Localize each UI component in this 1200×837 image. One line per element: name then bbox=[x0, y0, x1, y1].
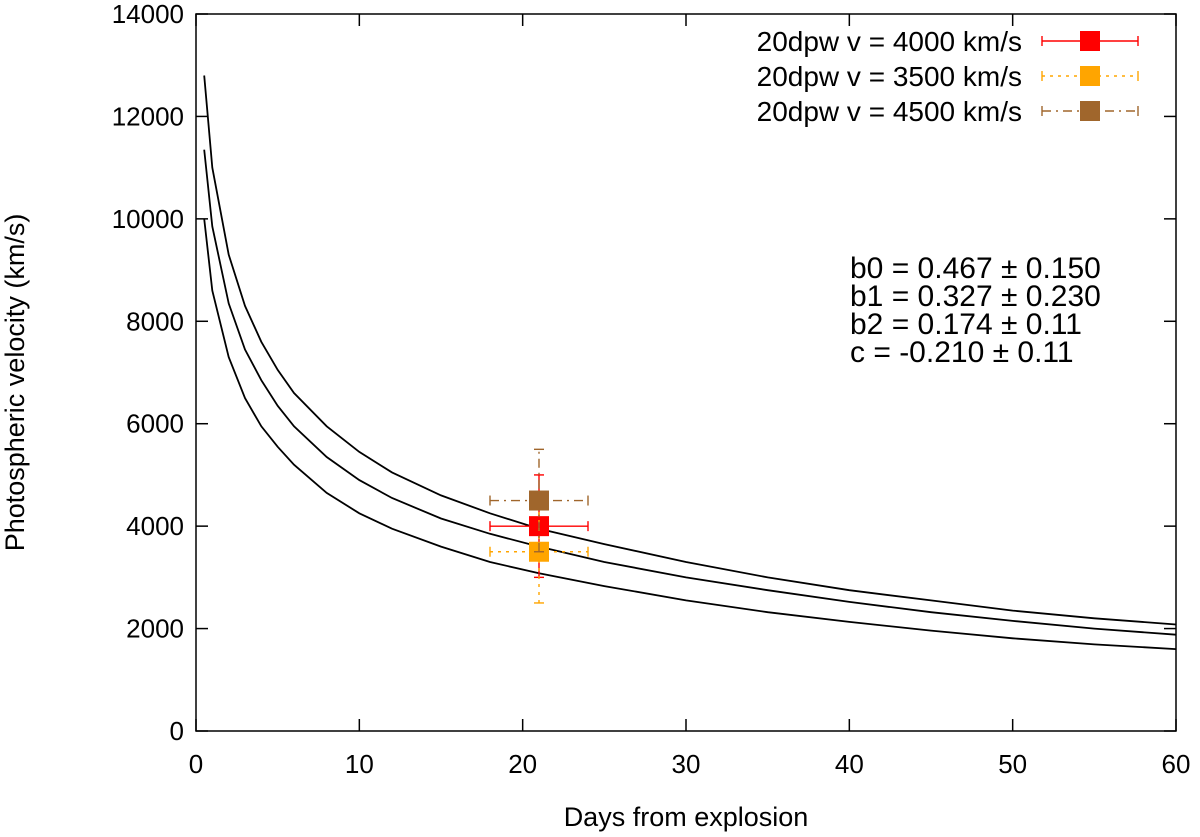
legend-marker bbox=[1080, 101, 1100, 121]
x-axis-label: Days from explosion bbox=[564, 802, 809, 832]
model-curve-2 bbox=[203, 149, 1177, 636]
plot-frame bbox=[195, 13, 1177, 732]
x-tick-label: 30 bbox=[672, 749, 701, 779]
fit-parameter-b0: b0 = 0.467 ± 0.150 bbox=[850, 252, 1101, 285]
legend-label: 20dpw v = 3500 km/s bbox=[757, 61, 1022, 92]
y-tick-label: 10000 bbox=[112, 204, 184, 234]
legend-label: 20dpw v = 4000 km/s bbox=[757, 26, 1022, 57]
legend-marker bbox=[1080, 66, 1100, 86]
x-tick-label: 50 bbox=[998, 749, 1027, 779]
legend-entry-2: 20dpw v = 3500 km/s bbox=[757, 61, 1139, 92]
fit-parameter-c: c = -0.210 ± 0.11 bbox=[850, 336, 1074, 369]
y-tick-label: 2000 bbox=[126, 614, 184, 644]
axis-ticks bbox=[195, 13, 1177, 732]
y-axis-label: Photospheric velocity (km/s) bbox=[0, 214, 30, 552]
x-tick-label: 10 bbox=[345, 749, 374, 779]
legend: 20dpw v = 4000 km/s 20dpw v = 3500 km/s 20… bbox=[757, 26, 1139, 127]
y-tick-label: 8000 bbox=[126, 306, 184, 336]
data-marker bbox=[529, 490, 549, 511]
x-tick-label: 60 bbox=[1162, 749, 1191, 779]
y-tick-label: 12000 bbox=[112, 101, 184, 131]
x-tick-label: 20 bbox=[508, 749, 537, 779]
fit-parameter-b1: b1 = 0.327 ± 0.230 bbox=[850, 280, 1101, 313]
y-tick-label: 4000 bbox=[126, 511, 184, 541]
x-tick-label: 40 bbox=[835, 749, 864, 779]
x-tick-label: 0 bbox=[189, 749, 203, 779]
legend-label: 20dpw v = 4500 km/s bbox=[757, 96, 1022, 127]
model-curves bbox=[203, 75, 1177, 650]
legend-entry-3: 20dpw v = 4500 km/s bbox=[757, 96, 1139, 127]
y-tick-label: 0 bbox=[170, 716, 184, 746]
y-tick-label: 14000 bbox=[112, 0, 184, 29]
model-curve-3 bbox=[203, 218, 1177, 650]
data-points bbox=[489, 448, 589, 604]
fit-parameters: b0 = 0.467 ± 0.150 b1 = 0.327 ± 0.230 b2… bbox=[850, 252, 1101, 369]
fit-parameter-b2: b2 = 0.174 ± 0.11 bbox=[850, 308, 1082, 341]
model-curve-1 bbox=[203, 75, 1177, 626]
series-point-3 bbox=[489, 448, 589, 553]
axis-tick-labels: 0 10 20 30 40 50 60 0 2000 4000 6000 8000 10000 12000… bbox=[112, 0, 1191, 779]
legend-marker bbox=[1080, 31, 1100, 51]
legend-entry-1: 20dpw v = 4000 km/s bbox=[757, 26, 1139, 57]
y-tick-label: 6000 bbox=[126, 409, 184, 439]
